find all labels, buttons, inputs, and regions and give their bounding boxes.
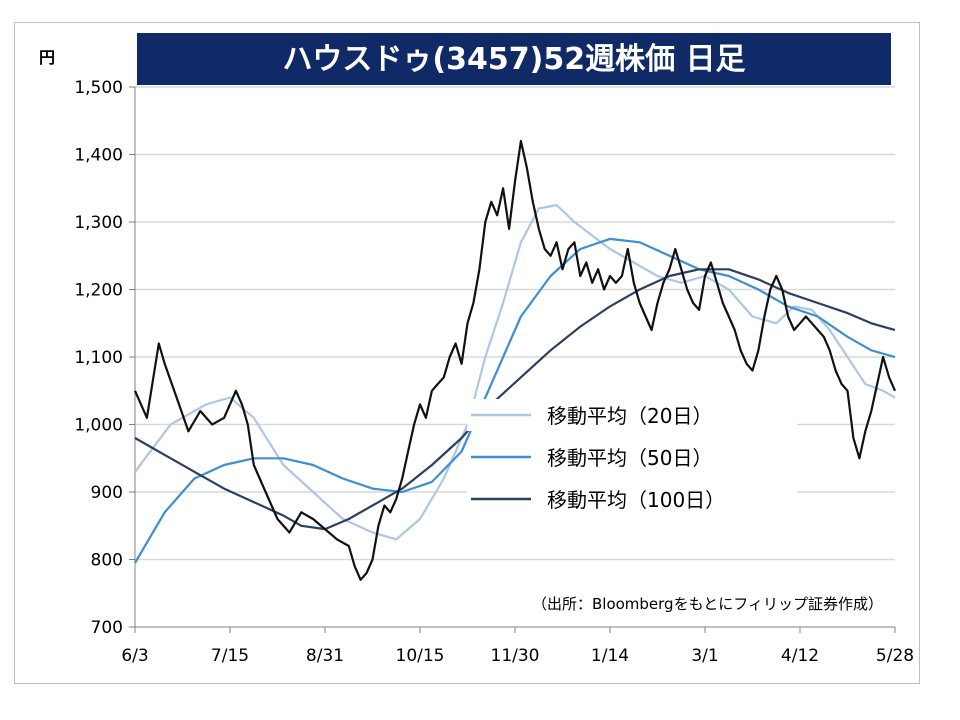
ma100-line <box>134 268 896 531</box>
x-tick-label: 7/15 <box>211 646 249 666</box>
x-tick-label: 4/12 <box>781 646 819 666</box>
legend: 移動平均（20日） 移動平均（50日） 移動平均（100日） <box>467 399 797 515</box>
x-tick-label: 6/3 <box>121 646 148 666</box>
legend-label: 移動平均（100日） <box>547 488 725 512</box>
y-axis: 700 800 900 1,000 1,100 1,200 1,300 1,400 1,500 <box>74 78 136 638</box>
x-axis: 6/3 7/15 8/31 10/15 11/30 1/14 3/1 4/12 5/28 <box>121 626 914 666</box>
ma20-line <box>134 204 896 541</box>
x-tick-label: 10/15 <box>396 646 445 666</box>
x-tick-label: 8/31 <box>306 646 344 666</box>
chart-title: ハウスドゥ(3457)52週株価 日足 <box>282 42 745 77</box>
chart-frame: ハウスドゥ(3457)52週株価 日足 円 700 800 900 1,000 1,10… <box>14 22 920 684</box>
x-tick-label: 11/30 <box>491 646 540 666</box>
y-tick-label: 1,000 <box>74 416 123 436</box>
legend-label: 移動平均（20日） <box>547 404 712 428</box>
y-tick-label: 700 <box>91 618 123 638</box>
series-layer <box>133 139 897 581</box>
chart: ハウスドゥ(3457)52週株価 日足 円 700 800 900 1,000 1,10… <box>39 33 914 666</box>
legend-label: 移動平均（50日） <box>547 446 712 470</box>
x-tick-label: 1/14 <box>591 646 629 666</box>
y-tick-label: 1,400 <box>74 146 123 166</box>
y-tick-label: 1,500 <box>74 78 123 98</box>
y-unit-label: 円 <box>39 48 55 67</box>
y-tick-label: 1,100 <box>74 348 123 368</box>
ma50-line <box>134 237 896 564</box>
price-line <box>133 139 897 581</box>
y-tick-label: 1,300 <box>74 213 123 233</box>
x-tick-label: 5/28 <box>876 646 914 666</box>
y-tick-label: 1,200 <box>74 281 123 301</box>
y-tick-label: 800 <box>91 551 123 571</box>
source-note: （出所：Bloombergをもとにフィリップ証券作成） <box>532 595 883 613</box>
y-tick-label: 900 <box>91 483 123 503</box>
title-bar <box>137 33 891 85</box>
x-tick-label: 3/1 <box>691 646 718 666</box>
